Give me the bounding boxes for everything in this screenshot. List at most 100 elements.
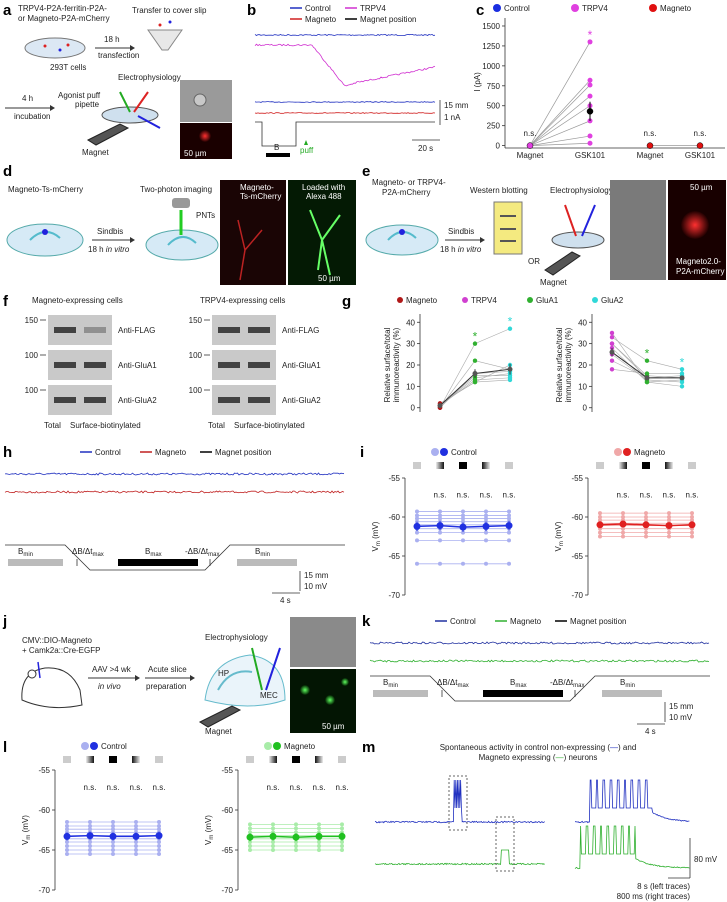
condition-icon [688,462,696,469]
label-main: B [18,547,23,556]
ns-label: n.s. [694,129,707,138]
legend-label: TRPV4 [471,296,497,305]
y-tick-label: 0 [583,404,588,413]
mean [596,521,604,529]
cell-point [484,530,488,535]
cell-point [271,840,275,844]
pair-line [529,84,591,146]
condition-icon [642,462,650,469]
cell-point [65,852,69,856]
antibody-label: Anti-GluA1 [282,361,321,370]
ns-label: n.s. [663,491,676,500]
pair-line [611,368,648,374]
legend-label: Control [305,4,331,13]
cell-point [690,534,694,539]
ns-label: n.s. [640,491,653,500]
pipette [265,647,281,691]
cell-point [438,561,442,566]
cell-point [248,822,252,827]
band [248,362,270,368]
legend-label: Magneto [155,448,187,457]
legend-label: Control [504,4,530,13]
band [218,362,240,368]
step-label: in vivo [98,682,121,691]
y-tick-label: 500 [487,102,501,111]
mean-line [439,524,464,528]
cell-point [415,561,419,566]
point [679,371,685,376]
cell-point [644,515,648,519]
cell-point [667,530,671,535]
mean-line [89,834,114,838]
band [248,397,270,403]
panel-letter: i [360,444,364,461]
label-main: -ΔB/Δt [185,547,209,556]
cell [193,93,207,107]
panel-g: g [342,293,351,310]
step-label: transfection [98,51,139,60]
pair-line [611,360,648,379]
scale-label: 80 mV [694,855,718,864]
step-label: Two-photon imaging [140,185,212,194]
cell-point [621,526,625,531]
puff-label: puff [300,146,314,155]
cell-point [621,511,625,516]
panel-letter: d [3,163,12,180]
legend-swatch [440,448,448,456]
mean-line [249,835,274,838]
pipette [251,647,263,691]
cell-point [134,852,138,856]
condition-icon [63,756,71,763]
scale-label: 1 nA [444,113,461,122]
field-label: B [274,143,279,152]
cell-point [621,534,625,539]
y-tick-label: -70 [221,886,233,895]
pair-line [529,79,591,146]
y-tick-label: 10 [406,382,415,391]
mean [436,522,444,530]
magnet-position [5,544,345,571]
legend-label: Control [101,742,127,751]
cell-point [88,820,92,824]
pair-line [529,120,591,146]
micrograph [290,617,356,667]
scale-label: 20 s [418,144,433,153]
ns-label: n.s. [524,129,537,138]
cell-point [88,840,92,844]
step-label: Electrophysiology [205,633,268,642]
cell-point [667,534,671,539]
y-axis-label: Vm (mV) [204,815,215,845]
y-tick-label: -65 [571,552,583,561]
band [218,397,240,403]
point [609,335,615,340]
marker-label: 150 [25,316,39,325]
band [54,327,76,333]
y-tick-label: 10 [578,382,587,391]
image-label: Magneto2.0- [676,257,721,266]
x-tick-label: GSK101 [685,151,716,160]
cell-point [340,844,344,848]
cell-point [157,820,161,824]
cell-point [134,820,138,824]
arrowhead [130,237,135,243]
mean [679,375,685,381]
puff-marker [304,140,308,145]
legend-swatch [527,297,533,303]
neuron [237,219,263,281]
label-main: V [21,839,30,845]
construct: TRPV4-P2A-ferritin-P2A- [18,4,107,13]
micrograph [220,180,286,285]
cell-point [248,848,252,852]
panel-f: f Magneto-expressing cells TRPV4-express… [3,293,285,310]
time: 18 h in vitro [440,245,482,254]
y-tick-label: -55 [571,474,583,483]
y-tick-label: 40 [578,318,587,327]
band [248,327,270,333]
field-bar [266,153,290,157]
x-tick-label: GSK101 [575,151,606,160]
pipette [581,204,596,237]
ns-label: n.s. [290,783,303,792]
panel-letter: c [476,2,484,19]
point [679,367,685,372]
cell-point [88,824,92,828]
